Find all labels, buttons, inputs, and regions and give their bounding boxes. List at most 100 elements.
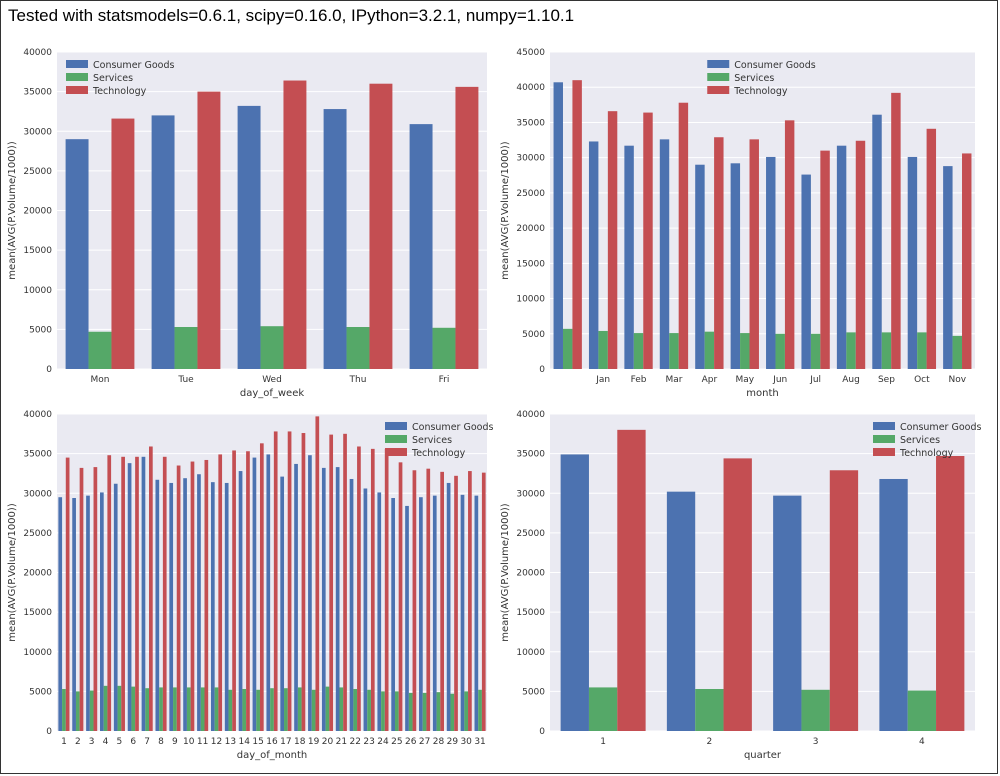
legend-label: Services — [412, 435, 452, 446]
bar-consumer-goods — [460, 494, 465, 731]
bar-consumer-goods — [773, 495, 802, 731]
legend-label: Technology — [899, 448, 954, 459]
legend-label: Consumer Goods — [93, 60, 174, 71]
x-tick-label: 15 — [252, 737, 263, 747]
y-tick-label: 20000 — [23, 569, 52, 579]
bar-technology — [820, 150, 830, 369]
legend-label: Technology — [411, 448, 466, 459]
bar-technology — [287, 431, 292, 731]
bar-services — [917, 332, 927, 369]
bar-technology — [926, 128, 937, 369]
y-tick-label: 35000 — [23, 88, 52, 98]
bar-services — [367, 689, 371, 731]
x-tick-label: 25 — [391, 737, 402, 747]
legend-swatch-consumer-goods — [707, 60, 730, 68]
bar-services — [408, 692, 413, 731]
bar-consumer-goods — [65, 139, 89, 369]
legend-label: Technology — [733, 86, 788, 97]
x-tick-label: Tue — [177, 375, 194, 385]
y-tick-label: 10000 — [23, 286, 52, 296]
y-tick-label: 15000 — [516, 259, 545, 269]
bar-services — [353, 688, 358, 731]
x-tick-label: 19 — [308, 737, 320, 747]
bar-consumer-goods — [224, 482, 229, 731]
x-axis-label: quarter — [744, 750, 782, 761]
bar-services — [228, 689, 233, 731]
x-tick-label: 11 — [197, 737, 208, 747]
bar-services — [704, 331, 715, 369]
y-tick-label: 35000 — [516, 450, 545, 460]
y-tick-label: 5000 — [29, 687, 52, 697]
bar-consumer-goods — [155, 479, 160, 731]
y-tick-label: 15000 — [23, 246, 52, 256]
x-tick-label: 7 — [144, 737, 150, 747]
bar-consumer-goods — [141, 456, 146, 731]
bar-technology — [204, 459, 209, 731]
y-tick-label: 25000 — [516, 529, 545, 539]
bar-consumer-goods — [666, 491, 696, 731]
bar-services — [256, 689, 260, 731]
bar-consumer-goods — [730, 163, 741, 369]
y-axis-label: mean(AVG(P.Volume/1000)) — [500, 503, 511, 642]
bar-technology — [440, 471, 444, 731]
bar-consumer-goods — [237, 105, 261, 369]
bar-consumer-goods — [695, 164, 705, 369]
x-tick-label: 27 — [419, 737, 430, 747]
x-tick-label: 3 — [89, 737, 95, 747]
bar-technology — [135, 456, 139, 731]
bar-technology — [232, 450, 236, 731]
plot-background — [550, 52, 975, 369]
bar-technology — [384, 448, 389, 731]
bar-technology — [329, 434, 334, 731]
y-tick-label: 25000 — [23, 167, 52, 177]
x-tick-label: 2 — [75, 737, 81, 747]
bar-consumer-goods — [624, 145, 634, 369]
x-tick-label: 18 — [294, 737, 306, 747]
bar-technology — [891, 92, 901, 369]
bar-consumer-goods — [113, 483, 118, 731]
x-tick-label: 9 — [172, 737, 178, 747]
bar-services — [131, 686, 136, 731]
bar-consumer-goods — [349, 478, 354, 731]
bar-services — [810, 333, 821, 369]
bar-services — [186, 687, 191, 731]
y-tick-label: 5000 — [29, 325, 52, 335]
legend-swatch-services — [66, 73, 88, 81]
bar-consumer-goods — [872, 114, 882, 369]
bar-consumer-goods — [363, 488, 368, 731]
x-tick-label: Aug — [842, 375, 860, 385]
bar-services — [598, 330, 608, 369]
bar-technology — [343, 433, 347, 731]
legend-swatch-technology — [385, 448, 407, 456]
bar-services — [88, 331, 112, 369]
bar-consumer-goods — [659, 139, 670, 369]
y-tick-label: 25000 — [23, 529, 52, 539]
bar-technology — [259, 443, 264, 731]
legend-swatch-consumer-goods — [873, 422, 895, 430]
y-tick-label: 35000 — [23, 450, 52, 460]
y-tick-label: 10000 — [516, 295, 545, 305]
legend-swatch-consumer-goods — [66, 60, 88, 68]
y-tick-label: 5000 — [522, 330, 545, 340]
bar-technology — [246, 451, 250, 731]
bar-technology — [481, 472, 486, 731]
legend-swatch-services — [707, 73, 730, 81]
x-tick-label: Feb — [631, 375, 647, 385]
bar-consumer-goods — [391, 498, 395, 731]
bar-services — [633, 333, 644, 369]
x-tick-label: Thu — [349, 375, 367, 385]
bar-consumer-goods — [238, 471, 243, 731]
x-tick-label: 5 — [117, 737, 123, 747]
y-tick-label: 20000 — [516, 224, 545, 234]
legend-swatch-technology — [66, 86, 88, 94]
x-tick-label: 2 — [707, 737, 713, 747]
bar-services — [588, 687, 618, 731]
bar-technology — [111, 118, 135, 369]
x-tick-label: May — [735, 375, 754, 385]
legend-label: Consumer Goods — [412, 422, 493, 433]
bar-services — [62, 688, 66, 731]
x-axis-label: month — [746, 388, 778, 399]
y-tick-label: 30000 — [516, 154, 545, 164]
